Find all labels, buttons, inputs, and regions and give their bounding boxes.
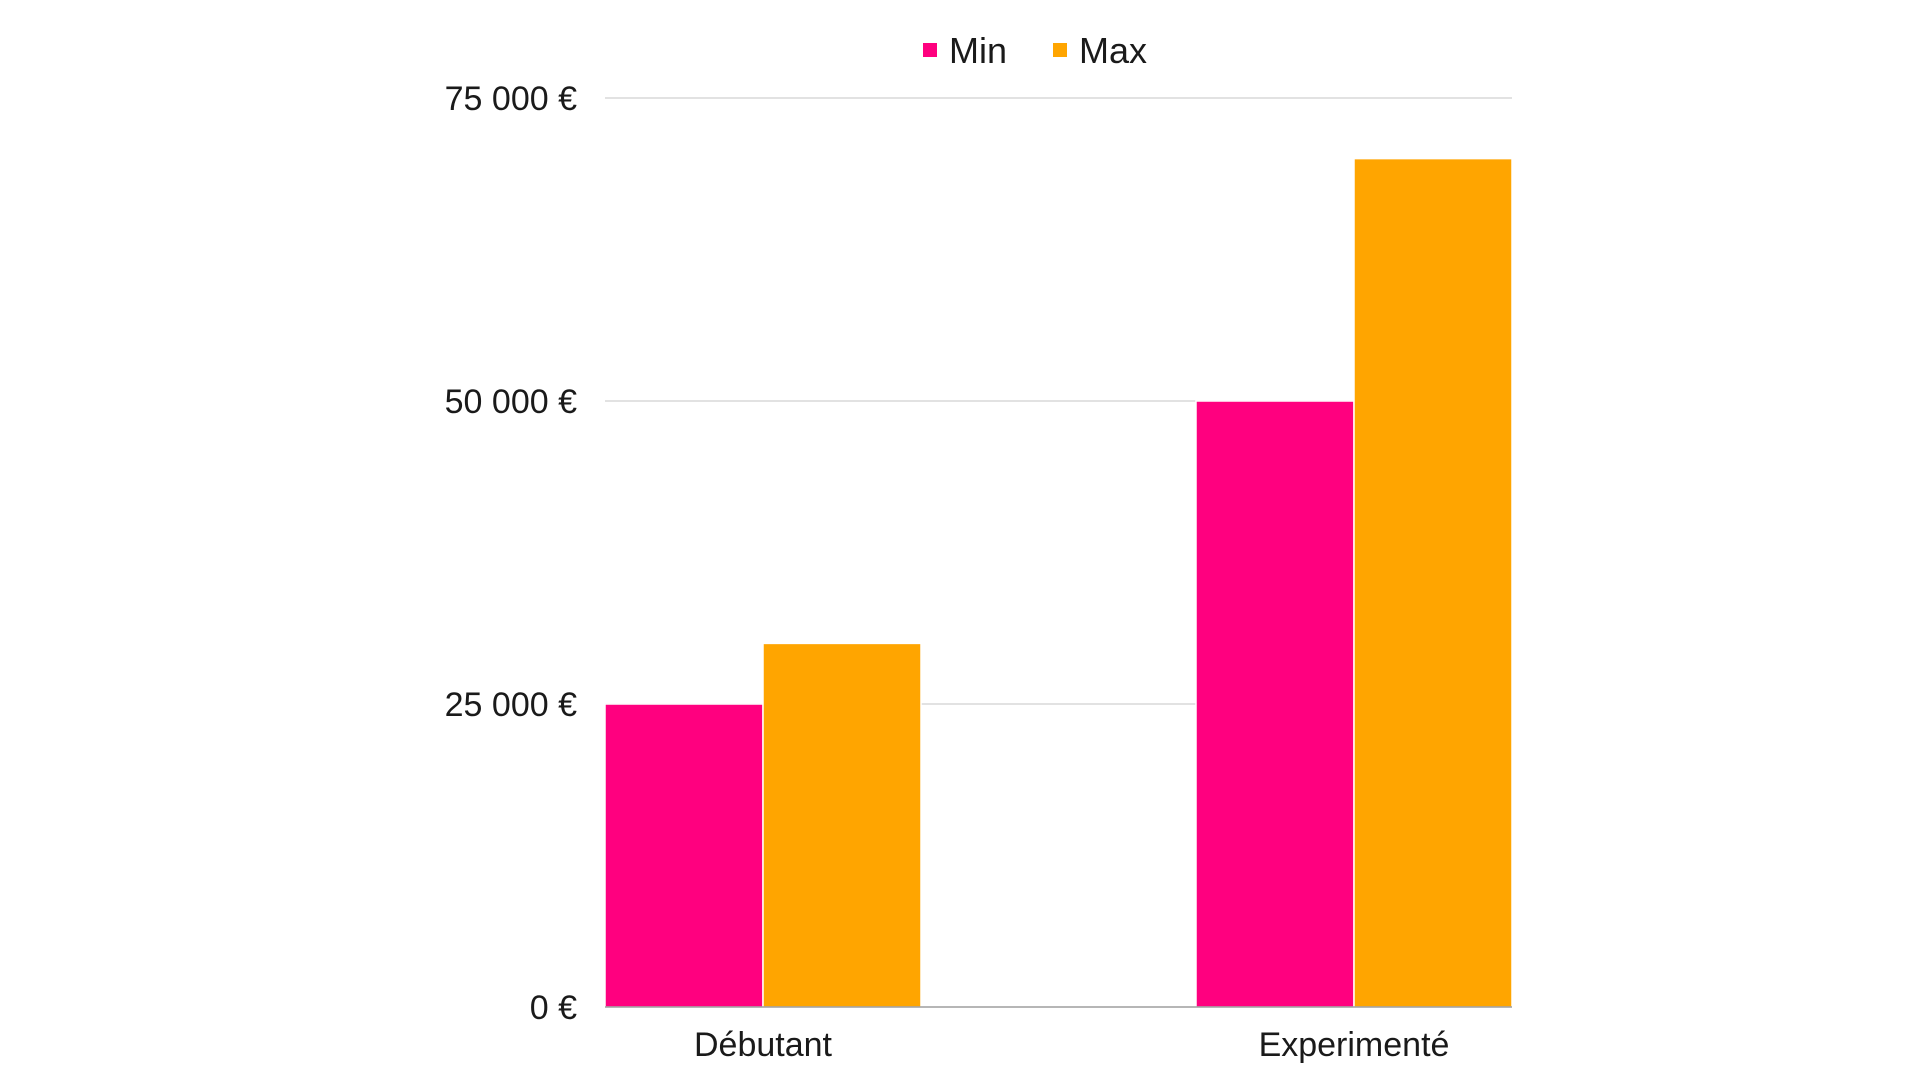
bar-min-1 xyxy=(604,703,764,1008)
y-tick-label: 0 € xyxy=(530,989,577,1027)
axes: 0 € 25 000 € 50 000 € 75 000 € Débutant Exper… xyxy=(445,80,1512,1064)
x-category-label: Experimenté xyxy=(1259,1026,1450,1064)
y-tick-label: 25 000 € xyxy=(445,686,577,724)
legend-swatch-min xyxy=(923,43,937,57)
y-tick-label: 75 000 € xyxy=(445,80,577,118)
legend: Min Max xyxy=(923,30,1147,71)
legend-swatch-max xyxy=(1053,43,1067,57)
bars xyxy=(604,157,1513,1008)
bar-max-2 xyxy=(1353,157,1513,1008)
bar-min-2 xyxy=(1195,400,1355,1008)
legend-label: Max xyxy=(1079,30,1147,71)
bar-max-1 xyxy=(762,642,922,1008)
y-tick-label: 50 000 € xyxy=(445,383,577,421)
x-category-label: Débutant xyxy=(694,1026,833,1064)
legend-label: Min xyxy=(949,30,1007,71)
